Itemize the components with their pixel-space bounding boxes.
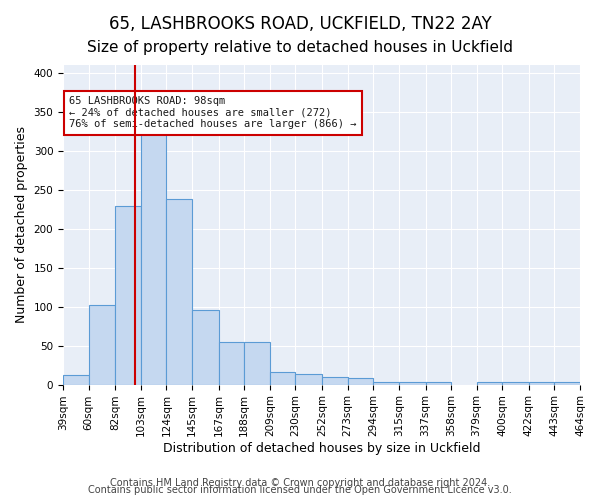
Bar (89, 305, 115, 384)
Y-axis label: Number of detached properties: Number of detached properties (15, 126, 28, 324)
Bar (399, 382, 425, 384)
Text: 65 LASHBROOKS ROAD: 98sqm
← 24% of detached houses are smaller (272)
76% of semi: 65 LASHBROOKS ROAD: 98sqm ← 24% of detac… (69, 96, 356, 130)
Bar (63, 375, 89, 384)
Text: Size of property relative to detached houses in Uckfield: Size of property relative to detached ho… (87, 40, 513, 55)
Bar (219, 342, 244, 384)
Bar (192, 310, 219, 384)
Bar (502, 382, 529, 384)
Bar (244, 342, 270, 384)
Bar (476, 382, 502, 384)
Bar (322, 377, 347, 384)
Text: Contains public sector information licensed under the Open Government Licence v3: Contains public sector information licen… (88, 485, 512, 495)
Bar (166, 199, 192, 384)
Bar (347, 378, 373, 384)
Bar (529, 382, 554, 384)
Bar (425, 382, 451, 384)
Bar (270, 372, 295, 384)
Bar (141, 129, 166, 384)
Bar (295, 374, 322, 384)
Bar (373, 382, 399, 384)
Text: 65, LASHBROOKS ROAD, UCKFIELD, TN22 2AY: 65, LASHBROOKS ROAD, UCKFIELD, TN22 2AY (109, 15, 491, 33)
X-axis label: Distribution of detached houses by size in Uckfield: Distribution of detached houses by size … (163, 442, 480, 455)
Text: Contains HM Land Registry data © Crown copyright and database right 2024.: Contains HM Land Registry data © Crown c… (110, 478, 490, 488)
Bar (554, 382, 580, 384)
Bar (115, 206, 141, 384)
